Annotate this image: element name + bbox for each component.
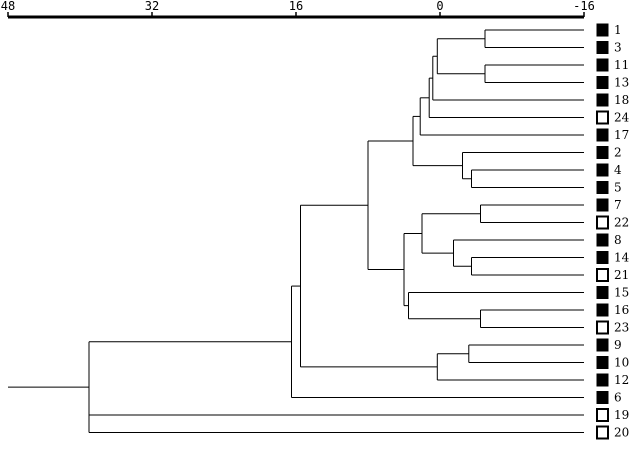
leaf-label: 3 xyxy=(614,41,622,55)
filled-marker xyxy=(596,58,609,72)
filled-marker xyxy=(596,23,609,37)
open-marker xyxy=(596,215,609,230)
leaf-label: 7 xyxy=(614,198,622,212)
leaf-label: 5 xyxy=(614,181,622,195)
filled-marker xyxy=(596,356,609,369)
leaf-label: 6 xyxy=(614,391,622,405)
leaf-label: 2 xyxy=(614,146,622,160)
filled-marker xyxy=(596,181,609,194)
filled-marker xyxy=(596,303,609,317)
axis-tick-label: 32 xyxy=(145,0,159,13)
leaf-label: 12 xyxy=(614,373,629,387)
filled-marker xyxy=(596,286,609,299)
open-marker xyxy=(596,268,609,282)
open-marker xyxy=(596,425,609,440)
leaf-label: 24 xyxy=(614,111,630,125)
axis-tick-label: -16 xyxy=(573,0,595,13)
axis-tick-label: 16 xyxy=(289,0,303,13)
filled-marker xyxy=(596,41,609,54)
open-marker xyxy=(596,320,609,335)
filled-marker xyxy=(596,338,609,352)
leaf-label: 21 xyxy=(614,268,629,282)
filled-marker xyxy=(596,198,609,212)
leaf-label: 22 xyxy=(614,216,629,230)
filled-marker xyxy=(596,251,609,264)
filled-marker xyxy=(596,391,609,404)
leaf-label: 10 xyxy=(614,356,629,370)
filled-marker xyxy=(596,93,609,107)
leaf-label: 17 xyxy=(614,128,629,142)
filled-marker xyxy=(596,76,609,89)
filled-marker xyxy=(596,233,609,247)
leaf-label: 4 xyxy=(614,163,622,177)
distance-axis: 48 32 16 0 -16 xyxy=(1,0,595,19)
leaf-label: 9 xyxy=(614,338,622,352)
leaf-label: 8 xyxy=(614,233,622,247)
axis-tick-label: 0 xyxy=(436,0,443,13)
dendrogram-branches xyxy=(8,29,584,433)
filled-marker xyxy=(596,163,609,177)
filled-marker xyxy=(596,128,609,142)
leaf-label: 11 xyxy=(614,58,629,72)
open-marker xyxy=(596,110,609,125)
leaf-label: 13 xyxy=(614,76,629,90)
leaf-label: 16 xyxy=(614,303,629,317)
leaf-label: 15 xyxy=(614,286,629,300)
leaf-label: 18 xyxy=(614,93,629,107)
filled-marker xyxy=(596,373,609,387)
axis-tick-label: 48 xyxy=(1,0,15,13)
leaf-label: 1 xyxy=(614,23,622,37)
open-marker xyxy=(596,408,609,422)
leaf-label: 23 xyxy=(614,321,629,335)
filled-marker xyxy=(596,146,609,159)
leaf-label: 19 xyxy=(614,408,629,422)
leaf-label: 14 xyxy=(614,251,630,265)
leaf-label: 20 xyxy=(614,426,629,440)
